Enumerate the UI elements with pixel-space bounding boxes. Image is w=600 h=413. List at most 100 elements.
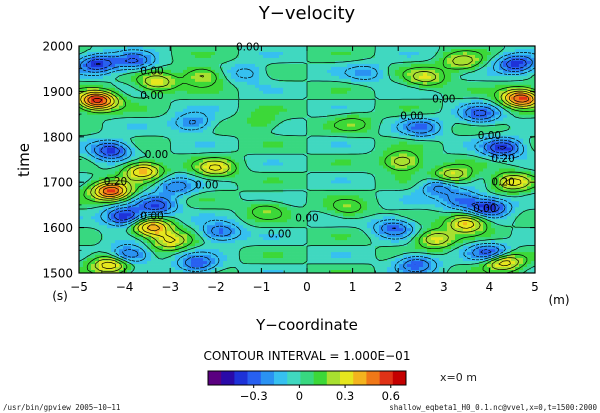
heat-cell xyxy=(491,72,496,77)
heat-cell xyxy=(435,171,440,175)
heat-cell xyxy=(347,114,352,119)
heat-cell xyxy=(83,159,88,163)
heat-cell xyxy=(251,105,256,110)
heat-cell xyxy=(167,78,172,83)
chart-title: Y−velocity xyxy=(258,3,356,24)
heat-cell xyxy=(311,75,316,80)
heat-cell xyxy=(347,63,352,68)
heat-cell xyxy=(171,69,176,74)
heat-cell xyxy=(147,69,152,74)
heat-cell xyxy=(195,105,200,110)
heat-cell xyxy=(179,120,184,125)
heat-cell xyxy=(275,171,280,175)
heat-cell xyxy=(519,51,524,56)
heat-cell xyxy=(427,162,432,166)
heat-cell xyxy=(91,141,96,145)
heat-cell xyxy=(447,108,452,113)
heat-cell xyxy=(267,108,272,113)
heat-cell xyxy=(515,111,520,116)
heat-cell xyxy=(151,147,156,151)
heat-cell xyxy=(275,69,280,74)
heat-cell xyxy=(259,93,264,98)
heat-cell xyxy=(231,108,236,113)
heat-cell xyxy=(375,111,380,116)
heat-cell xyxy=(295,162,300,166)
heat-cell xyxy=(139,84,144,89)
heat-cell xyxy=(383,144,388,148)
heat-cell xyxy=(527,135,532,139)
heat-cell xyxy=(155,46,160,50)
heat-cell xyxy=(267,144,272,148)
heat-cell xyxy=(283,99,288,104)
heat-cell xyxy=(151,165,156,169)
heat-cell xyxy=(387,171,392,175)
heat-cell xyxy=(171,174,176,178)
heat-cell xyxy=(223,168,228,172)
heat-cell xyxy=(315,174,320,178)
heat-cell xyxy=(415,156,420,160)
heat-cell xyxy=(311,111,316,116)
heat-cell xyxy=(95,63,100,68)
heat-cell xyxy=(315,46,320,50)
heat-cell xyxy=(83,69,88,74)
heat-cell xyxy=(207,51,212,56)
heat-cell xyxy=(279,81,284,86)
heat-cell xyxy=(419,66,424,71)
heat-cell xyxy=(83,48,88,53)
heat-cell xyxy=(375,120,380,125)
heat-cell xyxy=(531,60,536,65)
heat-cell xyxy=(323,54,328,59)
heat-cell xyxy=(431,147,436,151)
heat-cell xyxy=(311,174,316,178)
heat-cell xyxy=(363,93,368,98)
heat-cell xyxy=(407,93,412,98)
heat-cell xyxy=(343,150,348,154)
heat-cell xyxy=(347,75,352,80)
heat-cell xyxy=(391,96,396,101)
heat-cell xyxy=(483,150,488,154)
heat-cell xyxy=(295,156,300,160)
heat-cell xyxy=(199,114,204,119)
heat-cell xyxy=(211,135,216,139)
heat-cell xyxy=(263,159,268,163)
heat-cell xyxy=(127,48,132,53)
heat-cell xyxy=(159,57,164,62)
heat-cell xyxy=(495,147,500,151)
heat-cell xyxy=(387,144,392,148)
heat-cell xyxy=(415,144,420,148)
heat-cell xyxy=(463,126,468,130)
heat-cell xyxy=(175,159,180,163)
heat-cell xyxy=(155,99,160,104)
heat-cell xyxy=(355,66,360,71)
heat-cell xyxy=(347,51,352,56)
heat-cell xyxy=(415,81,420,86)
heat-cell xyxy=(111,84,116,89)
heat-cell xyxy=(143,132,148,136)
heat-cell xyxy=(267,114,272,119)
heat-cell xyxy=(403,114,408,119)
heat-cell xyxy=(395,171,400,175)
heat-cell xyxy=(455,129,460,133)
heat-cell xyxy=(507,54,512,59)
heat-cell xyxy=(439,63,444,68)
heat-cell xyxy=(475,84,480,89)
heat-cell xyxy=(499,117,504,122)
heat-cell xyxy=(235,126,240,130)
heat-cell xyxy=(363,96,368,101)
heat-cell xyxy=(407,129,412,133)
heat-cell xyxy=(427,75,432,80)
heat-cell xyxy=(251,156,256,160)
heat-cell xyxy=(379,105,384,110)
heat-cell xyxy=(323,159,328,163)
heat-cell xyxy=(323,171,328,175)
heat-cell xyxy=(443,144,448,148)
heat-cell xyxy=(495,156,500,160)
heat-cell xyxy=(507,108,512,113)
heat-cell xyxy=(447,162,452,166)
heat-cell xyxy=(399,96,404,101)
heat-cell xyxy=(315,81,320,86)
heat-cell xyxy=(251,54,256,59)
heat-cell xyxy=(459,108,464,113)
heat-cell xyxy=(227,78,232,83)
heat-cell xyxy=(159,60,164,65)
